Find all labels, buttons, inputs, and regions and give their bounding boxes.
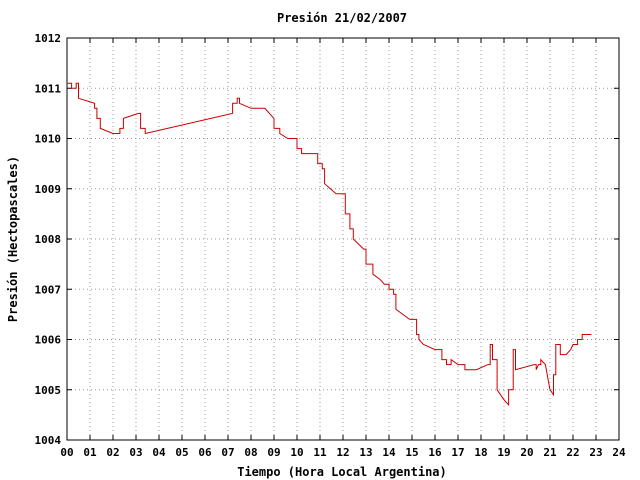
y-tick-label: 1012 bbox=[35, 32, 62, 45]
x-tick-label: 06 bbox=[198, 446, 212, 459]
x-tick-label: 10 bbox=[290, 446, 303, 459]
x-tick-label: 00 bbox=[60, 446, 73, 459]
x-tick-label: 19 bbox=[497, 446, 510, 459]
chart-title: Presión 21/02/2007 bbox=[277, 11, 407, 25]
x-tick-label: 22 bbox=[566, 446, 579, 459]
y-tick-label: 1007 bbox=[35, 283, 62, 296]
x-tick-label: 15 bbox=[405, 446, 418, 459]
y-axis-label: Presión (Hectopascales) bbox=[6, 156, 20, 322]
x-tick-label: 08 bbox=[244, 446, 257, 459]
x-tick-label: 05 bbox=[175, 446, 188, 459]
x-tick-label: 21 bbox=[543, 446, 557, 459]
y-tick-label: 1004 bbox=[35, 434, 62, 447]
pressure-series-line bbox=[67, 82, 592, 407]
x-axis-label: Tiempo (Hora Local Argentina) bbox=[237, 465, 447, 479]
x-tick-label: 11 bbox=[313, 446, 327, 459]
x-tick-label: 01 bbox=[83, 446, 97, 459]
y-tick-label: 1006 bbox=[35, 334, 62, 347]
y-tick-label: 1009 bbox=[35, 183, 62, 196]
x-tick-label: 24 bbox=[612, 446, 626, 459]
x-tick-label: 20 bbox=[520, 446, 533, 459]
y-tick-label: 1010 bbox=[35, 133, 62, 146]
y-tick-label: 1005 bbox=[35, 384, 62, 397]
y-tick-label: 1008 bbox=[35, 233, 62, 246]
x-tick-label: 18 bbox=[474, 446, 487, 459]
x-tick-label: 14 bbox=[382, 446, 396, 459]
x-tick-label: 03 bbox=[129, 446, 142, 459]
y-axis-ticks: 1004 1005 1006 1007 1008 1009 1010 1011 1012 bbox=[35, 32, 619, 447]
x-tick-label: 16 bbox=[428, 446, 442, 459]
grid-lines bbox=[67, 38, 619, 440]
x-tick-label: 23 bbox=[589, 446, 602, 459]
x-tick-label: 17 bbox=[451, 446, 464, 459]
x-tick-label: 13 bbox=[359, 446, 372, 459]
x-tick-label: 04 bbox=[152, 446, 166, 459]
x-tick-label: 02 bbox=[106, 446, 119, 459]
x-tick-label: 12 bbox=[336, 446, 349, 459]
y-tick-label: 1011 bbox=[35, 82, 62, 95]
x-axis-ticks: 00 01 02 03 04 05 06 07 08 09 10 11 12 13 14 15 16 17 18 19… bbox=[60, 38, 626, 459]
x-tick-label: 09 bbox=[267, 446, 280, 459]
x-tick-label: 07 bbox=[221, 446, 234, 459]
